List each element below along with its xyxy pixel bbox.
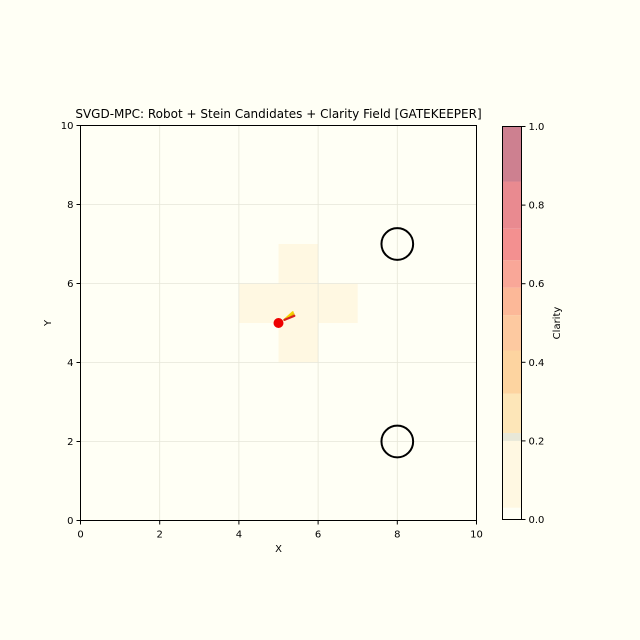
x-tick-label: 2	[157, 530, 163, 541]
colorbar-ticks: 0.0 0.2 0.4 0.6 0.8 1.0	[521, 122, 545, 526]
colorbar-tick-label: 0.0	[529, 515, 545, 526]
clarity-field	[238, 244, 358, 363]
colorbar-band	[502, 315, 522, 351]
colorbar-frame	[502, 126, 522, 520]
x-tick-label: 10	[470, 530, 483, 541]
robot	[273, 318, 284, 328]
clarity-cell	[318, 283, 358, 323]
y-tick-label: 10	[61, 121, 74, 132]
colorbar-tick-label: 1.0	[529, 122, 545, 133]
colorbar-tick-label: 0.6	[529, 279, 545, 290]
y-tick-label: 8	[67, 200, 73, 211]
x-tick-label: 0	[77, 530, 83, 541]
clarity-cell	[238, 283, 279, 323]
y-tick-label: 2	[67, 437, 73, 448]
x-tick-label: 8	[394, 530, 400, 541]
colorbar-tick-label: 0.2	[529, 436, 545, 447]
y-axis-ticks: 0 2 4 6 8 10	[61, 121, 81, 527]
colorbar-band	[502, 260, 522, 288]
clarity-cell	[278, 244, 319, 284]
colorbar-bands	[502, 126, 522, 520]
colorbar-tick-label: 0.8	[529, 201, 545, 212]
colorbar-band	[502, 433, 522, 441]
x-axis-label: X	[275, 544, 282, 555]
colorbar: 0.0 0.2 0.4 0.6 0.8 1.0 Clarity	[502, 122, 563, 526]
y-axis-label: Y	[43, 319, 54, 327]
plot-frame	[80, 125, 477, 521]
stein-candidate-line	[283, 314, 296, 321]
obstacle-circle	[380, 424, 415, 459]
x-tick-label: 6	[315, 530, 321, 541]
colorbar-band	[502, 507, 522, 520]
y-tick-label: 0	[67, 516, 73, 527]
obstacle-circle	[380, 227, 415, 261]
colorbar-band	[502, 440, 522, 508]
stein-candidates	[283, 311, 296, 321]
colorbar-band	[502, 393, 522, 434]
colorbar-band	[502, 228, 522, 261]
robot-marker	[273, 318, 284, 328]
clarity-cell	[278, 283, 319, 323]
chart-title: SVGD-MPC: Robot + Stein Candidates + Cla…	[75, 107, 481, 121]
x-axis-ticks: 0 2 4 6 8 10	[77, 520, 483, 541]
colorbar-tick-label: 0.4	[529, 358, 545, 369]
obstacles	[380, 227, 415, 459]
y-tick-label: 6	[67, 279, 73, 290]
colorbar-band	[502, 287, 522, 316]
y-tick-label: 4	[67, 358, 73, 369]
grid-lines	[80, 125, 477, 521]
colorbar-band	[502, 181, 522, 229]
clarity-cell	[278, 323, 319, 363]
colorbar-label: Clarity	[552, 307, 563, 340]
colorbar-band	[502, 350, 522, 394]
colorbar-band	[502, 126, 522, 182]
x-tick-label: 4	[236, 530, 242, 541]
plot-area	[80, 125, 477, 521]
